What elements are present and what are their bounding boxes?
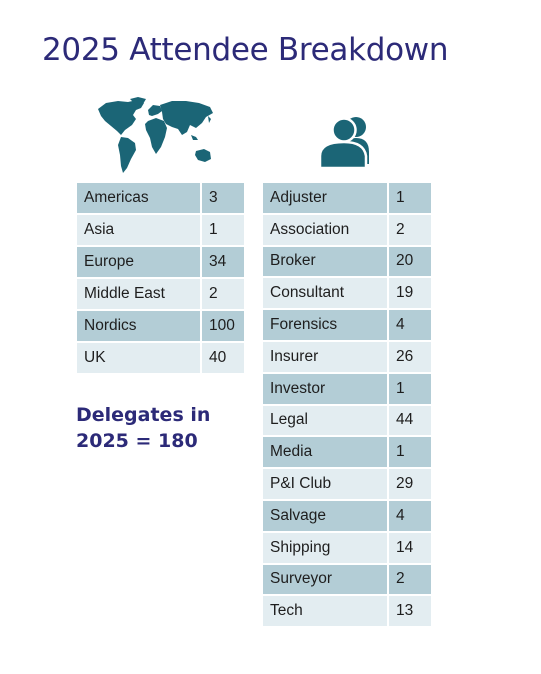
sector-row-count: 13 <box>389 596 431 629</box>
sector-row: Adjuster 1 <box>263 183 431 215</box>
region-row-label: Americas <box>77 183 202 215</box>
sector-row: Association 2 <box>263 214 431 247</box>
region-breakdown-table: Americas 3 Asia 1 Europe 34 Middle East 2 Nordic… <box>77 183 244 375</box>
sector-row-count: 2 <box>389 564 431 597</box>
sector-row: P&I Club 29 <box>263 469 431 501</box>
sector-row-label: Media <box>263 437 389 470</box>
sector-row-count: 1 <box>389 437 431 470</box>
world-map-icon <box>98 97 213 173</box>
sector-row-label: Shipping <box>263 532 389 565</box>
sector-row-label: Association <box>263 214 389 247</box>
sector-row-label: Salvage <box>263 500 389 533</box>
people-group-icon <box>318 117 369 168</box>
sector-row: Consultant 19 <box>263 278 431 311</box>
sector-row-label: Tech <box>263 596 389 629</box>
region-row: UK 40 <box>77 343 244 375</box>
region-row-label: Europe <box>77 247 202 279</box>
region-row-count: 1 <box>202 215 244 247</box>
sector-row-label: Broker <box>263 246 389 279</box>
sector-row-label: Insurer <box>263 341 389 374</box>
sector-row-label: Investor <box>263 373 389 406</box>
page-title: 2025 Attendee Breakdown <box>42 32 449 68</box>
delegates-line1: Delegates in <box>76 404 211 426</box>
sector-row-count: 4 <box>389 310 431 342</box>
delegates-line2: 2025 = 180 <box>76 430 198 452</box>
sector-row: Forensics 4 <box>263 310 431 342</box>
sector-breakdown-table: Adjuster 1 Association 2 Broker 20 Consultant 1… <box>263 183 431 629</box>
region-row-count: 3 <box>202 183 244 215</box>
region-row-count: 40 <box>202 343 244 375</box>
sector-row: Shipping 14 <box>263 532 431 565</box>
sector-row: Tech 13 <box>263 596 431 629</box>
region-row: Americas 3 <box>77 183 244 215</box>
region-row-label: UK <box>77 343 202 375</box>
sector-row-count: 1 <box>389 183 431 215</box>
region-row-count: 100 <box>202 311 244 343</box>
sector-row-count: 44 <box>389 405 431 438</box>
region-row: Middle East 2 <box>77 279 244 311</box>
sector-row: Salvage 4 <box>263 500 431 533</box>
region-row-label: Nordics <box>77 311 202 343</box>
sector-row-count: 19 <box>389 278 431 311</box>
sector-row-label: P&I Club <box>263 469 389 501</box>
sector-row-count: 26 <box>389 341 431 374</box>
sector-row: Media 1 <box>263 437 431 470</box>
sector-row: Broker 20 <box>263 246 431 279</box>
sector-row: Investor 1 <box>263 373 431 406</box>
sector-row-label: Consultant <box>263 278 389 311</box>
sector-row-count: 14 <box>389 532 431 565</box>
sector-row: Insurer 26 <box>263 341 431 374</box>
region-row: Asia 1 <box>77 215 244 247</box>
region-row-label: Middle East <box>77 279 202 311</box>
sector-row-label: Adjuster <box>263 183 389 215</box>
region-row-label: Asia <box>77 215 202 247</box>
sector-row-count: 29 <box>389 469 431 501</box>
sector-row: Surveyor 2 <box>263 564 431 597</box>
region-row: Nordics 100 <box>77 311 244 343</box>
sector-row-label: Forensics <box>263 310 389 342</box>
delegates-total: Delegates in 2025 = 180 <box>76 402 246 454</box>
sector-row-label: Legal <box>263 405 389 438</box>
sector-row-count: 4 <box>389 500 431 533</box>
sector-row-label: Surveyor <box>263 564 389 597</box>
sector-row-count: 20 <box>389 246 431 279</box>
sector-row-count: 1 <box>389 373 431 406</box>
region-row-count: 2 <box>202 279 244 311</box>
sector-row-count: 2 <box>389 214 431 247</box>
region-row: Europe 34 <box>77 247 244 279</box>
region-row-count: 34 <box>202 247 244 279</box>
sector-row: Legal 44 <box>263 405 431 438</box>
